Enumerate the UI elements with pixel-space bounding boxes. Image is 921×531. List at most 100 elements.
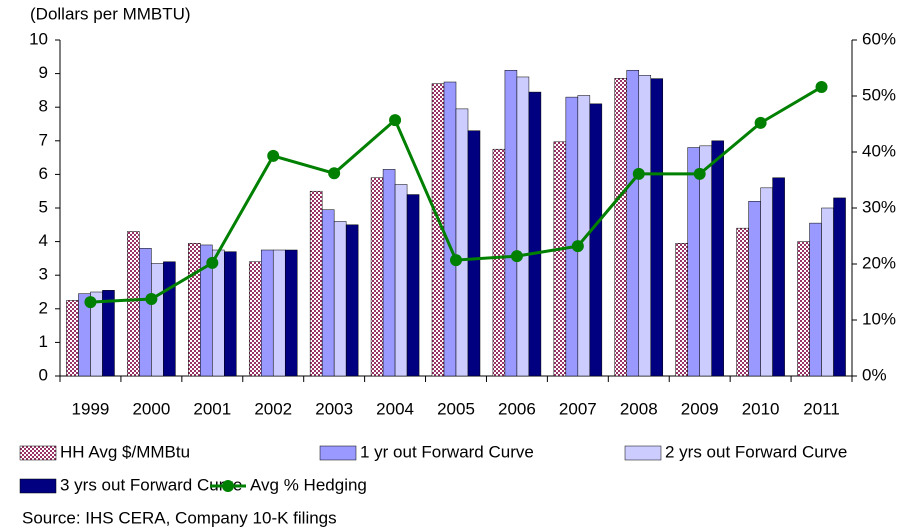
line-marker <box>571 240 584 253</box>
legend-label: 1 yr out Forward Curve <box>360 442 534 461</box>
line-marker <box>754 116 767 129</box>
y2-tick-label: 60% <box>862 29 896 48</box>
x-tick-label: 2005 <box>437 399 475 418</box>
bar <box>638 75 652 377</box>
bar <box>127 231 140 377</box>
y-tick-label: 8 <box>39 97 48 116</box>
x-tick-label: 2006 <box>498 399 536 418</box>
bar <box>345 224 359 377</box>
bar <box>467 130 481 377</box>
line-marker <box>693 167 706 180</box>
y2-tick-label: 40% <box>862 141 896 160</box>
y2-tick-label: 10% <box>862 309 896 328</box>
x-tick-label: 2003 <box>315 399 353 418</box>
bar <box>589 103 603 377</box>
bar <box>284 249 298 377</box>
bar <box>382 169 396 377</box>
bar <box>102 290 115 377</box>
line-marker <box>267 149 280 162</box>
y-tick-label: 4 <box>39 231 48 250</box>
bar <box>248 261 262 377</box>
bar <box>699 145 712 377</box>
legend-label: 2 yrs out Forward Curve <box>665 442 847 461</box>
bar <box>565 96 579 377</box>
legend-swatch <box>19 478 57 494</box>
legend-swatch <box>319 445 357 461</box>
bar <box>821 207 834 377</box>
bar <box>675 243 688 377</box>
x-tick-label: 2000 <box>132 399 170 418</box>
bar <box>260 249 274 377</box>
legend-label: HH Avg $/MMBtu <box>60 442 190 461</box>
bar <box>139 248 152 377</box>
legend-label: 3 yrs out Forward Curve <box>60 475 242 494</box>
y-tick-label: 1 <box>39 332 48 351</box>
y-tick-label: 10 <box>29 29 48 48</box>
x-tick-label: 2010 <box>742 399 780 418</box>
bar <box>711 140 724 377</box>
x-tick-label: 2008 <box>620 399 658 418</box>
bar <box>212 249 225 377</box>
bar <box>626 69 640 377</box>
bar <box>66 300 79 377</box>
line-marker <box>84 296 97 309</box>
source-note: Source: IHS CERA, Company 10-K filings <box>22 508 337 527</box>
legend-swatch <box>222 480 234 492</box>
bar <box>650 78 664 377</box>
y2-tick-label: 30% <box>862 197 896 216</box>
line-marker <box>510 250 523 263</box>
bar <box>333 221 347 377</box>
legend-swatch <box>19 445 57 461</box>
x-tick-label: 2001 <box>193 399 231 418</box>
bar <box>614 78 628 377</box>
bar <box>760 187 773 377</box>
y-tick-label: 5 <box>39 197 48 216</box>
legend-swatch <box>624 445 662 461</box>
x-tick-label: 2011 <box>803 399 840 418</box>
x-tick-label: 1999 <box>72 399 110 418</box>
y-tick-label: 6 <box>39 164 48 183</box>
bar <box>455 108 469 377</box>
x-tick-label: 2004 <box>376 399 414 418</box>
bar <box>736 227 749 377</box>
bar <box>553 141 567 377</box>
bar <box>833 197 846 377</box>
legend-label: Avg % Hedging <box>250 475 367 494</box>
bar <box>528 91 542 377</box>
y-tick-label: 7 <box>39 130 48 149</box>
y2-tick-label: 20% <box>862 253 896 272</box>
bar <box>492 148 506 377</box>
bar <box>809 222 822 377</box>
x-tick-label: 2009 <box>681 399 719 418</box>
bar <box>504 69 518 377</box>
line-marker <box>450 254 462 267</box>
y2-tick-label: 50% <box>862 85 896 104</box>
y-tick-label: 3 <box>39 265 48 284</box>
line-marker <box>815 81 828 94</box>
bar <box>321 209 335 377</box>
bar <box>772 177 785 377</box>
bar <box>394 184 408 377</box>
bar <box>687 147 700 377</box>
bar <box>443 81 457 377</box>
line-marker <box>328 167 341 180</box>
bar <box>516 76 530 377</box>
y-tick-label: 2 <box>39 298 48 317</box>
bar <box>272 249 286 377</box>
line-marker <box>389 114 402 127</box>
bar <box>224 251 237 377</box>
line-marker <box>632 167 645 180</box>
y-tick-label: 9 <box>39 63 48 82</box>
bar <box>370 177 384 377</box>
x-tick-label: 2007 <box>559 399 597 418</box>
bar <box>163 261 176 377</box>
line-marker <box>206 256 219 269</box>
bar <box>151 263 164 377</box>
bar <box>188 243 201 377</box>
y2-tick-label: 0% <box>862 365 887 384</box>
bar <box>309 190 323 377</box>
x-tick-label: 2002 <box>254 399 292 418</box>
line-marker <box>145 293 158 305</box>
bar <box>748 201 761 377</box>
